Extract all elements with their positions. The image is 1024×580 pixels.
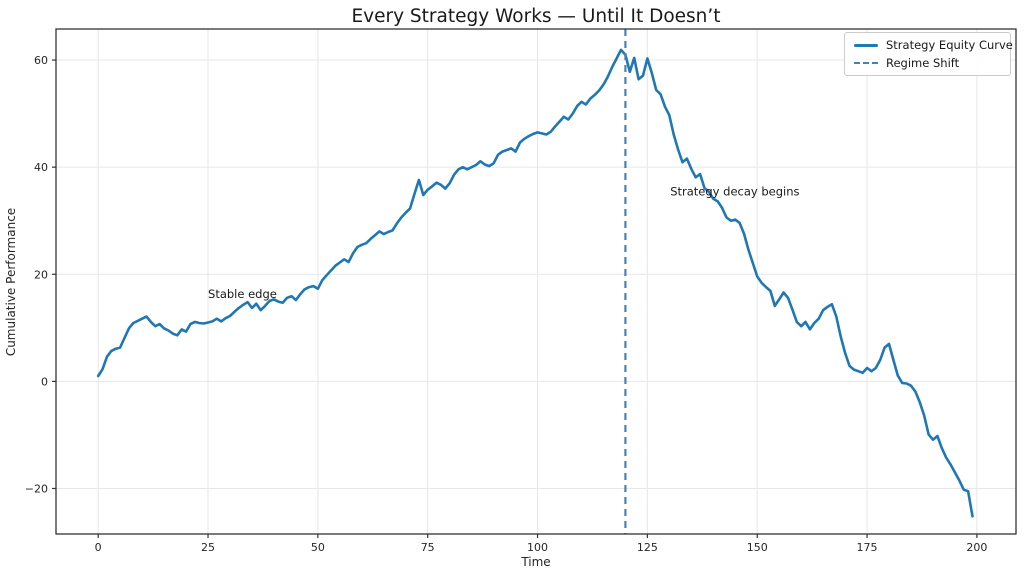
x-tick-label: 150 [747, 541, 768, 554]
legend-entry-equity-curve: Strategy Equity Curve [854, 38, 1013, 52]
chart-title: Every Strategy Works — Until It Doesn’t [351, 6, 720, 27]
legend: Strategy Equity Curve Regime Shift [844, 32, 1013, 76]
legend-label-regime-shift: Regime Shift [886, 56, 960, 70]
strategy-equity-curve-line [96, 48, 974, 518]
annotation-strategy-decay: Strategy decay begins [670, 184, 799, 198]
y-tick-label: −20 [25, 482, 48, 495]
grid-lines [56, 29, 1016, 534]
y-tick-label: 40 [34, 161, 48, 174]
y-axis-label: Cumulative Performance [4, 208, 18, 356]
x-tick-label: 125 [637, 541, 658, 554]
axis-ticks: 0 25 50 75 100 125 150 175 200 −20 0 20 40 60 [25, 54, 988, 554]
x-axis-label: Time [520, 555, 550, 569]
y-tick-label: 60 [34, 54, 48, 67]
annotation-stable-edge: Stable edge [208, 287, 277, 301]
x-tick-label: 25 [201, 541, 215, 554]
x-tick-label: 200 [966, 541, 987, 554]
x-tick-label: 100 [527, 541, 548, 554]
x-tick-label: 0 [95, 541, 102, 554]
y-tick-label: 20 [34, 268, 48, 281]
x-tick-label: 75 [421, 541, 435, 554]
legend-entry-regime-shift: Regime Shift [854, 56, 1002, 70]
axes-border [55, 28, 1017, 535]
x-tick-label: 50 [311, 541, 325, 554]
solid-line-swatch-icon [854, 43, 878, 47]
y-tick-label: 0 [41, 375, 48, 388]
legend-label-equity-curve: Strategy Equity Curve [886, 38, 1013, 52]
dashed-line-swatch-icon [854, 62, 878, 64]
x-tick-label: 175 [857, 541, 878, 554]
